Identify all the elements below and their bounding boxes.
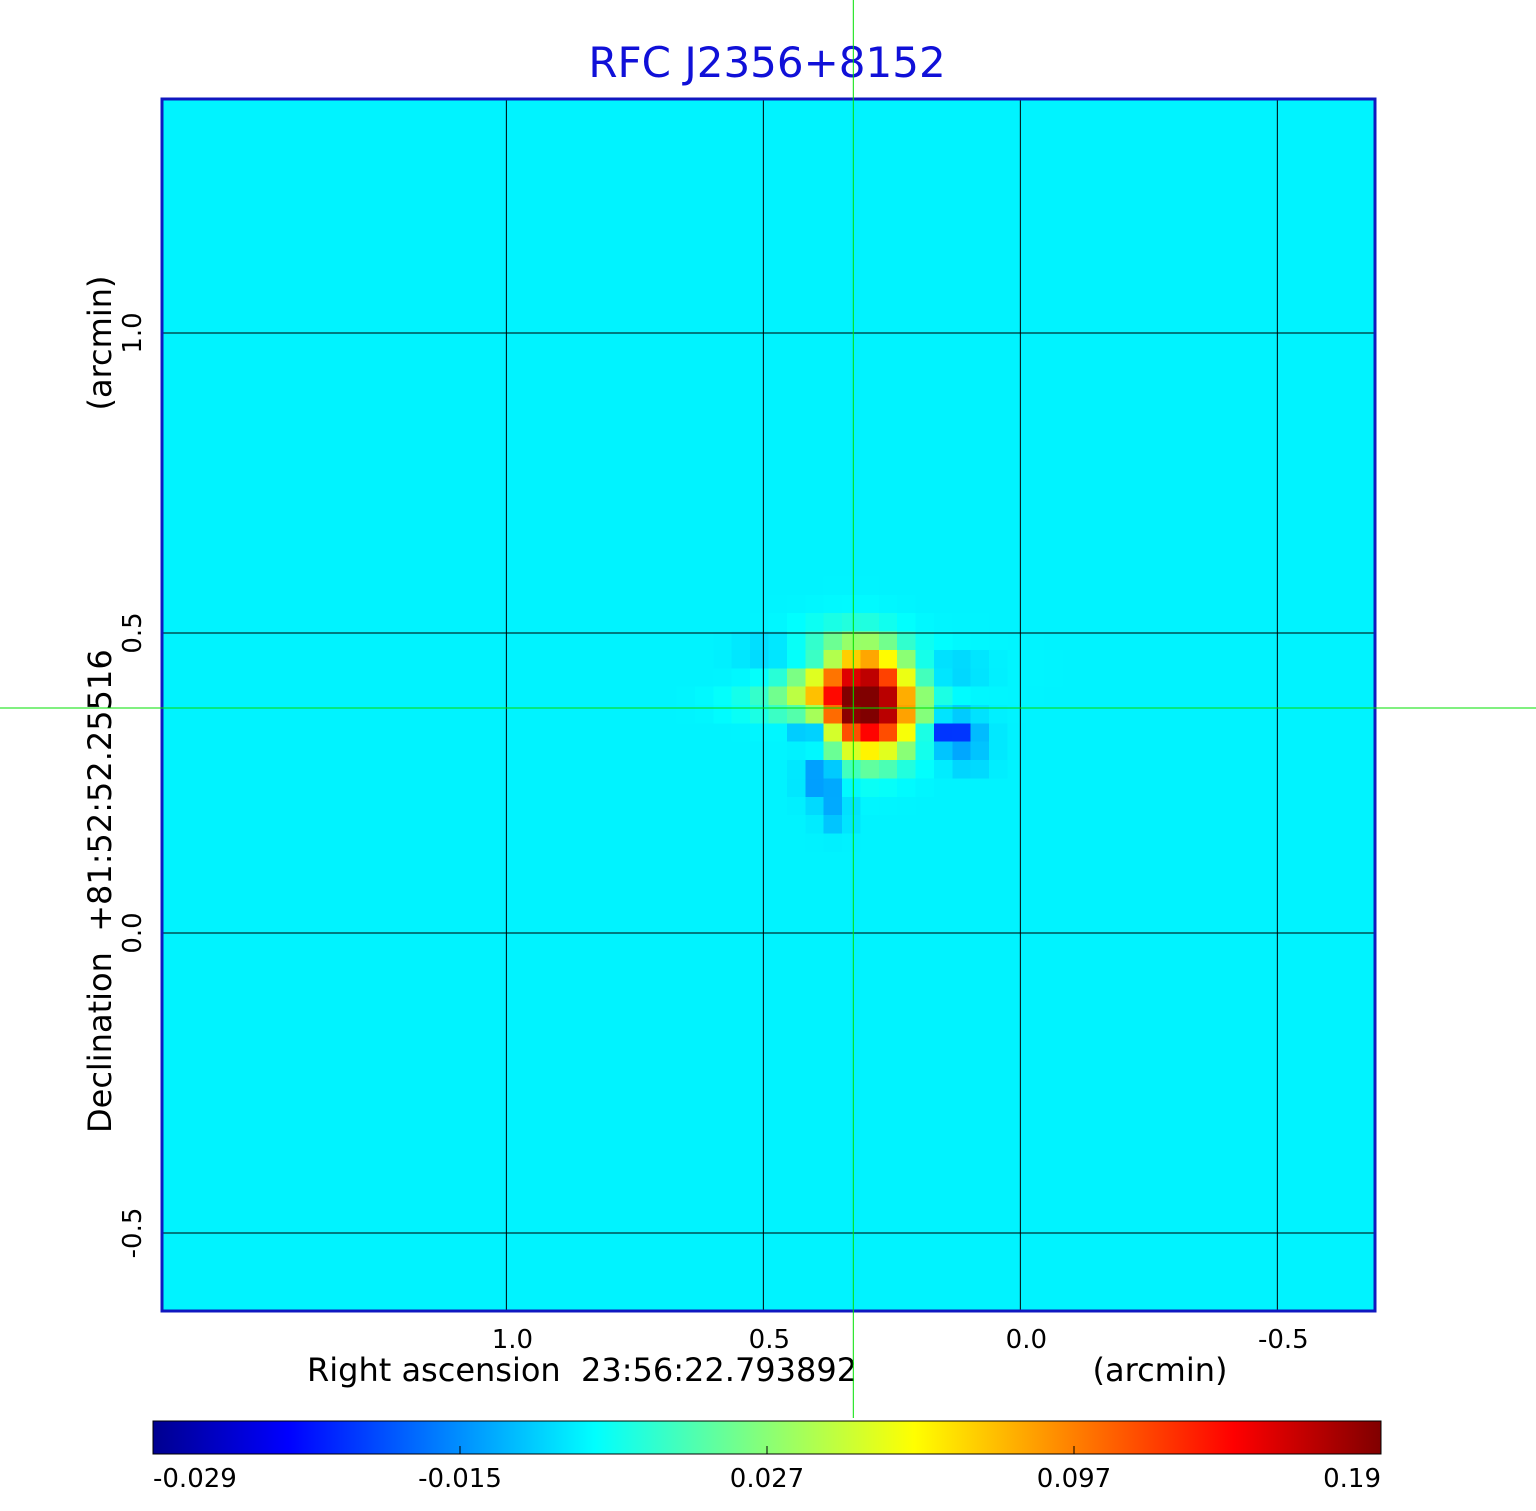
colorbar-tick-label: -0.029 xyxy=(153,1464,237,1494)
y-tick-label: 0.0 xyxy=(118,912,148,953)
plot-area xyxy=(160,97,1377,1313)
x-axis-label: Right ascension 23:56:22.793892 xyxy=(307,1351,857,1389)
y-tick-label: 1.0 xyxy=(118,312,148,353)
y-axis-label: Declination +81:52:52.25516 xyxy=(81,649,119,1133)
y-axis-unit: (arcmin) xyxy=(81,276,119,411)
plot-frame xyxy=(160,97,1377,1313)
y-tick-labels: 1.0 0.5 0.0 -0.5 xyxy=(118,312,148,1258)
x-tick-label: 1.0 xyxy=(492,1325,533,1355)
crosshair xyxy=(0,0,1536,1418)
x-tick-label: 0.5 xyxy=(749,1325,790,1355)
y-tick-label: 0.5 xyxy=(118,612,148,653)
colorbar-tick-label: 0.097 xyxy=(1037,1464,1111,1494)
colorbar-tick-label: -0.015 xyxy=(418,1464,502,1494)
x-axis-unit: (arcmin) xyxy=(1093,1351,1228,1389)
grid-lines xyxy=(162,99,1375,1311)
colorbar-tick-label: 0.027 xyxy=(730,1464,804,1494)
heatmap-image xyxy=(162,99,1375,1311)
x-tick-label: 0.0 xyxy=(1006,1325,1047,1355)
x-tick-labels: 1.0 0.5 0.0 -0.5 xyxy=(492,1325,1309,1355)
colorbar-tick-labels: -0.029 -0.015 0.027 0.097 0.19 xyxy=(153,1464,1381,1494)
y-tick-label: -0.5 xyxy=(118,1208,148,1259)
chart-title: RFC J2356+8152 xyxy=(588,38,945,87)
colorbar-tick-label: 0.19 xyxy=(1323,1464,1381,1494)
colorbar-ticks xyxy=(152,1446,1382,1454)
x-tick-label: -0.5 xyxy=(1258,1325,1309,1355)
colorbar: -0.029 -0.015 0.027 0.097 0.19 xyxy=(152,1420,1382,1494)
